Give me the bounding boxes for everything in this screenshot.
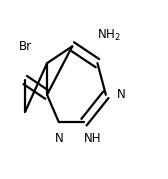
Text: N: N: [54, 132, 63, 146]
Text: Br: Br: [19, 40, 32, 53]
Text: N: N: [117, 88, 125, 101]
Text: NH: NH: [84, 132, 101, 146]
Text: NH$_2$: NH$_2$: [97, 28, 121, 43]
